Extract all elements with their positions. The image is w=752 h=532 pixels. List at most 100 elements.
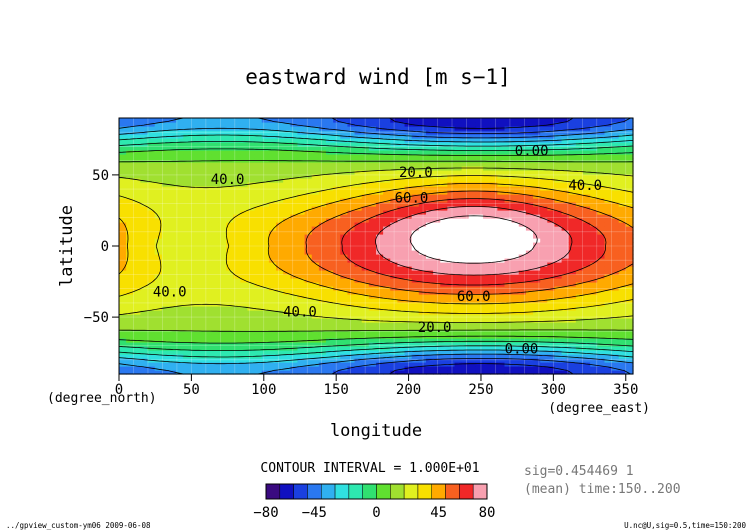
contour-cell (354, 226, 363, 231)
contour-cell (554, 214, 563, 219)
contour-cell (625, 186, 634, 191)
contour-cell (575, 250, 584, 255)
contour-cell (483, 130, 491, 135)
contour-cell (390, 174, 399, 179)
contour-cell (218, 370, 227, 375)
contour-cell (361, 358, 370, 363)
contour-cell (425, 202, 434, 207)
contour-cell (483, 254, 491, 259)
contour-cell (247, 310, 256, 315)
contour-cell (554, 350, 563, 355)
contour-cell (575, 270, 584, 275)
contour-line (305, 190, 634, 295)
contour-cell (497, 118, 506, 123)
contour-cell (461, 182, 470, 187)
contour-cell (119, 254, 127, 259)
contour-cell (161, 358, 170, 363)
contour-cell (368, 250, 377, 255)
contour-cell (190, 258, 199, 263)
contour-cell (433, 170, 441, 175)
contour-cell (597, 190, 606, 195)
contour-cell (304, 294, 313, 299)
contour-cell (540, 366, 548, 371)
contour-cell (561, 146, 570, 151)
contour-cell (197, 294, 206, 299)
contour-cell (268, 194, 277, 199)
contour-cell (190, 310, 199, 315)
contour-cell (625, 254, 634, 259)
contour-cell (154, 370, 163, 375)
contour-cell (204, 366, 213, 371)
contour-cell (525, 306, 534, 311)
contour-cell (268, 126, 277, 131)
contour-cell (161, 294, 170, 299)
contour-cell (525, 270, 534, 275)
contour-cell (340, 310, 349, 315)
contour-cell (418, 322, 427, 327)
contour-cell (497, 354, 506, 359)
footer-right: U.nc@U,sig=0.5,time=150:200 (624, 521, 746, 530)
contour-cell (333, 266, 341, 271)
contour-cell (418, 138, 427, 143)
contour-cell (204, 270, 213, 275)
contour-cell (468, 194, 477, 199)
contour-cell (525, 194, 534, 199)
contour-cell (218, 298, 227, 303)
contour-cell (590, 354, 598, 359)
contour-cell (575, 154, 584, 159)
contour-cell (161, 198, 170, 203)
contour-cell (604, 338, 613, 343)
contour-cell (511, 162, 520, 167)
contour-cell (276, 262, 284, 267)
contour-cell (190, 238, 199, 243)
contour-cell (240, 222, 249, 227)
contour-cell (218, 146, 227, 151)
contour-cell (176, 162, 184, 167)
contour-cell (197, 354, 206, 359)
contour-cell (597, 162, 606, 167)
contour-cell (311, 166, 320, 171)
contour-cell (161, 258, 170, 263)
contour-cell (533, 290, 541, 295)
contour-cell (525, 226, 534, 231)
contour-cell (226, 278, 234, 283)
contour-cell (411, 250, 420, 255)
contour-cell (218, 334, 227, 339)
contour-cell (226, 294, 234, 299)
contour-cell (397, 206, 406, 211)
contour-cell (461, 150, 470, 155)
contour-cell (340, 294, 349, 299)
contour-cell (333, 170, 341, 175)
contour-cell (383, 366, 391, 371)
contour-cell (176, 174, 184, 179)
contour-cell (376, 222, 384, 227)
contour-cell (454, 250, 463, 255)
contour-cell (168, 302, 177, 307)
contour-cell (483, 198, 491, 203)
contour-cell (154, 198, 163, 203)
contour-cell (168, 362, 177, 367)
contour-cell (440, 350, 448, 355)
contour-cell (254, 154, 263, 159)
contour-cell (433, 138, 441, 143)
contour-cell (168, 222, 177, 227)
contour-cell (147, 166, 156, 171)
contour-cell (518, 226, 527, 231)
contour-cell (368, 286, 377, 291)
contour-cell (376, 154, 384, 159)
contour-cell (533, 298, 541, 303)
contour-cell (447, 218, 456, 223)
contour-cell (368, 258, 377, 263)
contour-cell (390, 162, 399, 167)
contour-cell (368, 238, 377, 243)
contour-cell (240, 178, 249, 183)
contour-cell (297, 278, 306, 283)
contour-cell (547, 230, 556, 235)
contour-cell (240, 370, 249, 375)
contour-cell (497, 162, 506, 167)
contour-cell (168, 282, 177, 287)
contour-cell (368, 174, 377, 179)
contour-cell (397, 178, 406, 183)
contour-cell (540, 270, 548, 275)
contour-cell (133, 250, 142, 255)
